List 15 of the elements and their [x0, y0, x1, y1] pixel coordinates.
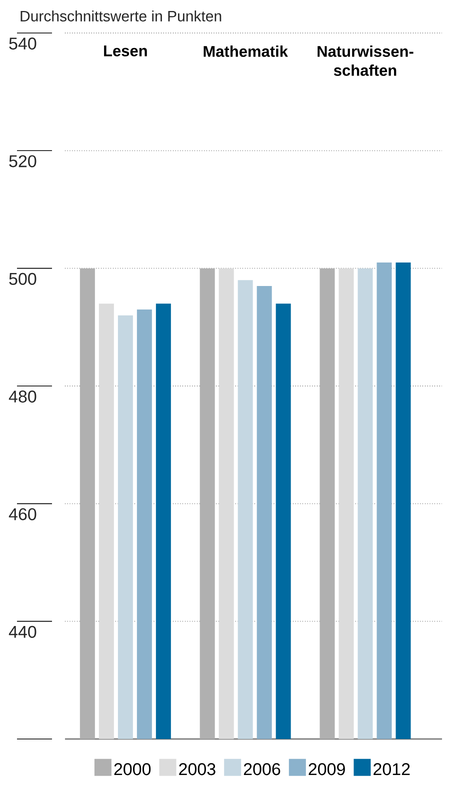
legend-label: 2012 — [374, 763, 410, 776]
x-tick-label: Mathematik — [204, 46, 288, 57]
legend-label: 2006 — [244, 763, 280, 776]
x-tick-label: Naturwissen-schaften — [318, 46, 414, 76]
y-tick-label: 460 — [8, 508, 36, 520]
y-tick-label: 440 — [8, 626, 36, 638]
legend-label: 2009 — [308, 763, 345, 776]
y-tick-label: 520 — [9, 155, 36, 168]
chart-title: Durchschnittswerte in Punkten — [20, 10, 222, 22]
y-tick-label: 480 — [8, 390, 36, 403]
legend-label: 2003 — [179, 763, 216, 776]
x-tick-label: Lesen — [104, 46, 147, 56]
legend-label: 2000 — [114, 763, 151, 776]
y-tick-label: 500 — [9, 272, 36, 285]
y-tick-label: 540 — [9, 38, 36, 50]
